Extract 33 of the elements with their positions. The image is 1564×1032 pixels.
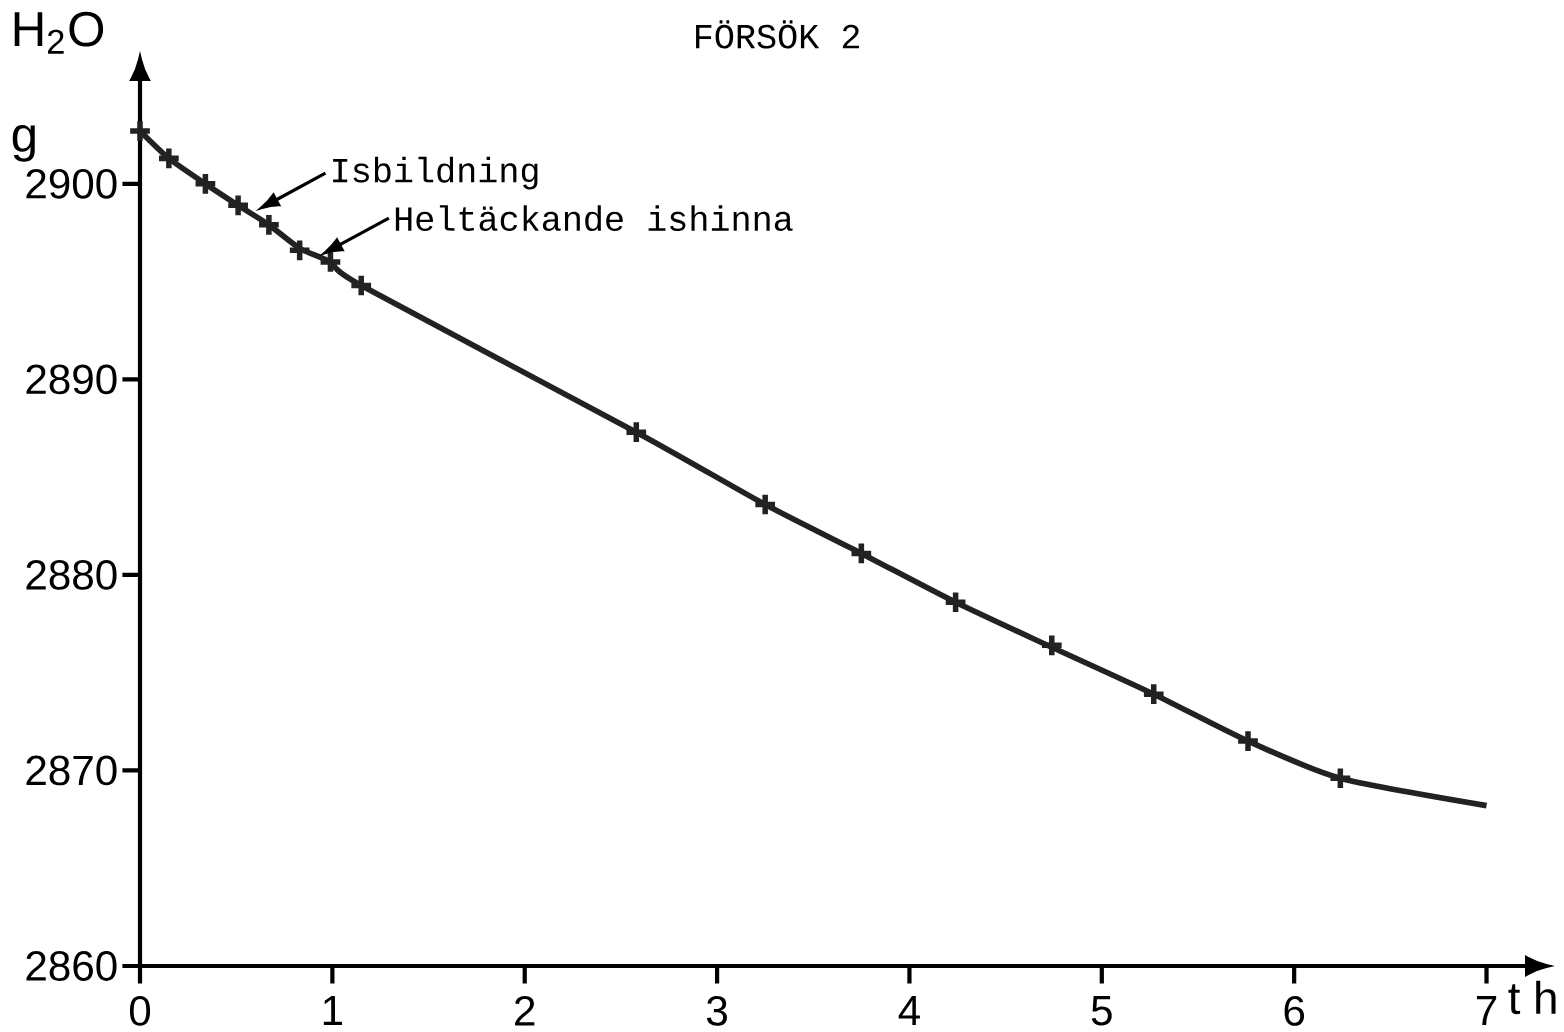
point xyxy=(1143,684,1164,705)
y-tick-label: 2890 xyxy=(26,364,117,395)
point xyxy=(130,121,150,141)
y-tick-label: 2860 xyxy=(26,951,117,981)
chart-title: FÖRSÖK 2 xyxy=(696,20,859,49)
point xyxy=(159,148,179,169)
point xyxy=(351,275,372,296)
annotation: Isbildning xyxy=(333,156,538,190)
point xyxy=(259,215,279,235)
point xyxy=(626,422,647,442)
point xyxy=(228,195,248,216)
x-tick-label: 3 xyxy=(706,996,727,1026)
point xyxy=(945,592,966,613)
x-tick-label: 0 xyxy=(129,996,151,1026)
point xyxy=(289,240,310,261)
x-tick-label: 2 xyxy=(515,996,535,1026)
point xyxy=(320,252,341,272)
point xyxy=(755,494,776,515)
x-tick-label: 7 xyxy=(1476,996,1497,1025)
x-tick-label: 4 xyxy=(898,996,920,1025)
point xyxy=(1041,635,1062,656)
point xyxy=(1238,731,1258,751)
annotation: Heltäckande ishinna xyxy=(395,205,793,232)
point xyxy=(1330,768,1351,789)
x-axis-title: t h xyxy=(1508,980,1556,1015)
x-tick-label: 1 xyxy=(323,996,343,1025)
y-tick-label: 2900 xyxy=(26,168,117,199)
x-tick-label: 6 xyxy=(1284,996,1305,1026)
x-tick-label: 5 xyxy=(1091,996,1112,1026)
text: H$_{2}$O g xyxy=(12,11,104,162)
point xyxy=(195,173,216,194)
y-tick-label: 2870 xyxy=(26,755,117,786)
y-tick-label: 2880 xyxy=(26,559,117,590)
